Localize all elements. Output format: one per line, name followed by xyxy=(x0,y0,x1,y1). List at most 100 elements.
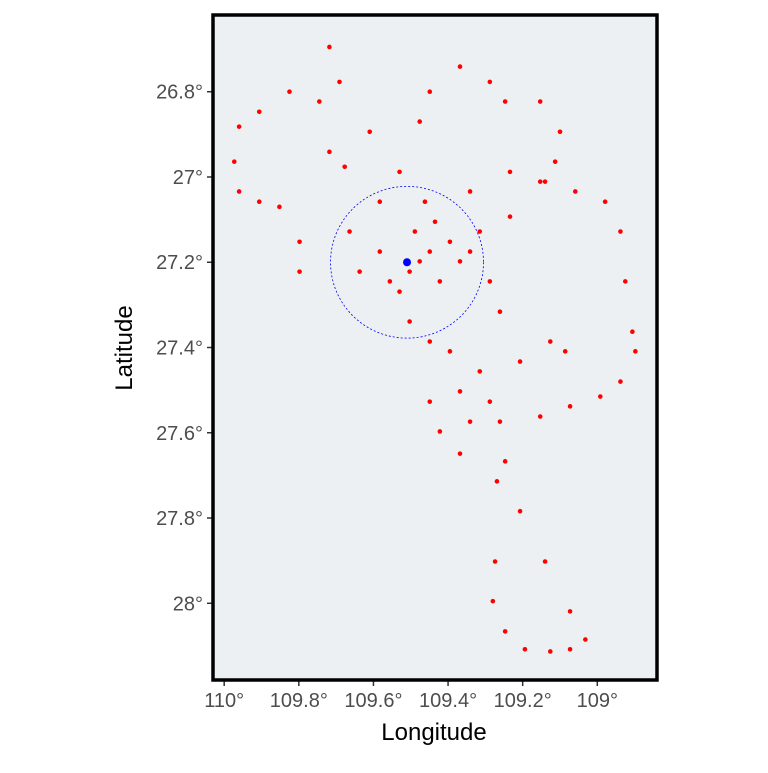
point xyxy=(277,204,282,210)
point xyxy=(537,99,543,104)
point xyxy=(357,269,362,274)
point xyxy=(422,199,428,205)
point xyxy=(327,44,332,50)
point xyxy=(427,399,433,404)
x-tick-label: 109.6° xyxy=(344,690,402,712)
point xyxy=(517,508,523,514)
point xyxy=(497,419,503,424)
point xyxy=(297,269,302,274)
x-tick-label: 109.8° xyxy=(270,690,328,712)
point xyxy=(377,249,383,254)
point xyxy=(367,129,373,135)
point xyxy=(583,637,588,642)
point xyxy=(633,349,638,354)
point xyxy=(497,309,503,314)
point xyxy=(236,189,242,194)
point xyxy=(337,79,342,85)
x-tick-label: 109° xyxy=(577,690,618,712)
y-tick-label: 28° xyxy=(173,593,203,615)
point xyxy=(437,429,443,434)
point xyxy=(567,404,573,409)
point xyxy=(417,259,423,264)
point xyxy=(256,199,262,205)
point xyxy=(547,649,553,654)
x-tick-label: 109.2° xyxy=(494,690,552,712)
point xyxy=(467,249,473,254)
y-tick-label: 27.6° xyxy=(156,423,203,445)
point xyxy=(412,229,418,234)
point xyxy=(432,219,438,225)
point xyxy=(502,99,508,104)
y-tick-label: 27° xyxy=(173,167,203,189)
point xyxy=(542,179,548,184)
point xyxy=(507,214,513,219)
y-tick-label: 26.8° xyxy=(156,82,203,104)
point xyxy=(602,199,608,205)
point xyxy=(342,164,348,170)
point xyxy=(427,339,433,344)
point xyxy=(537,179,543,184)
point xyxy=(397,289,402,294)
point xyxy=(236,124,242,129)
point xyxy=(567,609,573,614)
point xyxy=(622,279,628,284)
point xyxy=(447,349,453,354)
point xyxy=(387,279,393,284)
point xyxy=(427,89,433,95)
point xyxy=(407,269,412,274)
point xyxy=(618,229,623,234)
plot-background xyxy=(213,15,657,680)
point xyxy=(490,598,496,604)
point xyxy=(522,647,528,652)
point xyxy=(317,99,322,104)
buffer-circle xyxy=(330,185,484,339)
point xyxy=(467,189,473,194)
y-tick-label: 27.4° xyxy=(156,338,203,360)
point xyxy=(517,359,523,364)
point xyxy=(597,394,603,399)
y-tick-label: 27.8° xyxy=(156,508,203,530)
point xyxy=(467,419,473,424)
point xyxy=(256,109,262,115)
point xyxy=(347,229,352,234)
point xyxy=(437,279,443,284)
x-axis-label: Longitude xyxy=(381,719,486,746)
point xyxy=(542,559,548,564)
y-axis-label: Latitude xyxy=(111,305,138,390)
point xyxy=(407,319,412,324)
point xyxy=(457,451,463,456)
point xyxy=(297,239,302,245)
point xyxy=(494,479,500,484)
point xyxy=(547,339,553,344)
point xyxy=(502,459,508,464)
point xyxy=(492,559,498,564)
point xyxy=(487,279,493,284)
point xyxy=(447,239,453,245)
x-tick-label: 110° xyxy=(204,690,244,712)
point xyxy=(427,249,433,254)
point xyxy=(327,149,332,155)
point xyxy=(557,129,563,135)
point xyxy=(502,629,508,634)
x-tick-label: 109.4° xyxy=(419,690,477,712)
point xyxy=(377,199,383,205)
point xyxy=(572,189,578,194)
point xyxy=(457,259,463,264)
point xyxy=(457,64,463,69)
point xyxy=(618,379,623,384)
point xyxy=(507,169,513,175)
point xyxy=(287,89,292,95)
point xyxy=(417,119,423,124)
point xyxy=(552,159,558,164)
point xyxy=(397,169,402,175)
point xyxy=(477,229,483,234)
plot-frame xyxy=(211,13,659,682)
point xyxy=(231,159,237,164)
y-tick-label: 27.2° xyxy=(156,252,203,274)
point xyxy=(457,389,463,394)
center-point xyxy=(403,258,412,267)
point xyxy=(537,414,543,419)
point xyxy=(630,329,635,335)
point xyxy=(562,349,568,354)
